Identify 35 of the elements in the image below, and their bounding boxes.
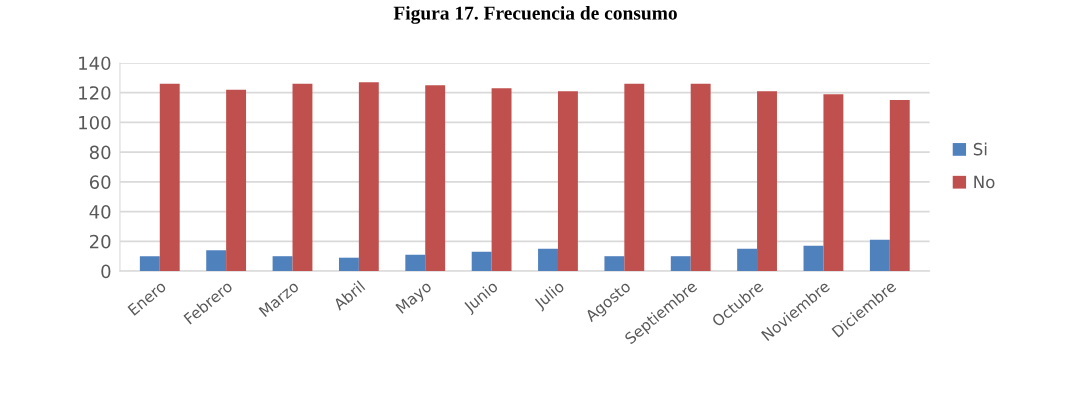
- bar: [358, 82, 379, 272]
- bar: [737, 248, 758, 272]
- bar: [538, 248, 558, 272]
- bar: [803, 245, 824, 272]
- bar: [272, 256, 293, 272]
- y-tick-label: 60: [89, 175, 111, 189]
- bar: [338, 257, 359, 272]
- bar: [670, 256, 691, 272]
- y-tick-label: 100: [79, 115, 111, 130]
- y-tick-label: 0: [101, 264, 111, 279]
- bar: [206, 250, 227, 272]
- y-tick-label: 120: [79, 86, 111, 100]
- bar: [557, 91, 578, 272]
- bar: [471, 251, 492, 272]
- bar: [226, 89, 247, 272]
- bar: [425, 85, 446, 272]
- bar: [823, 94, 844, 272]
- bar: [624, 83, 645, 272]
- bar: [159, 83, 180, 272]
- y-tick-label: 140: [79, 56, 111, 71]
- bar: [491, 88, 512, 272]
- bar: [139, 256, 160, 272]
- bar: [405, 254, 426, 272]
- bar: [757, 91, 777, 272]
- y-tick-label: 20: [89, 234, 111, 249]
- legend-label: No: [974, 175, 995, 189]
- chart-title: Figura 17. Frecuencia de consumo: [393, 6, 677, 24]
- y-tick-label: 80: [89, 145, 111, 160]
- legend-label: Si: [973, 142, 987, 156]
- bar: [690, 83, 711, 272]
- bar: [869, 239, 890, 272]
- y-tick-label: 40: [89, 205, 111, 219]
- bar: [292, 83, 313, 272]
- bar: [889, 100, 910, 272]
- bar: [604, 256, 625, 272]
